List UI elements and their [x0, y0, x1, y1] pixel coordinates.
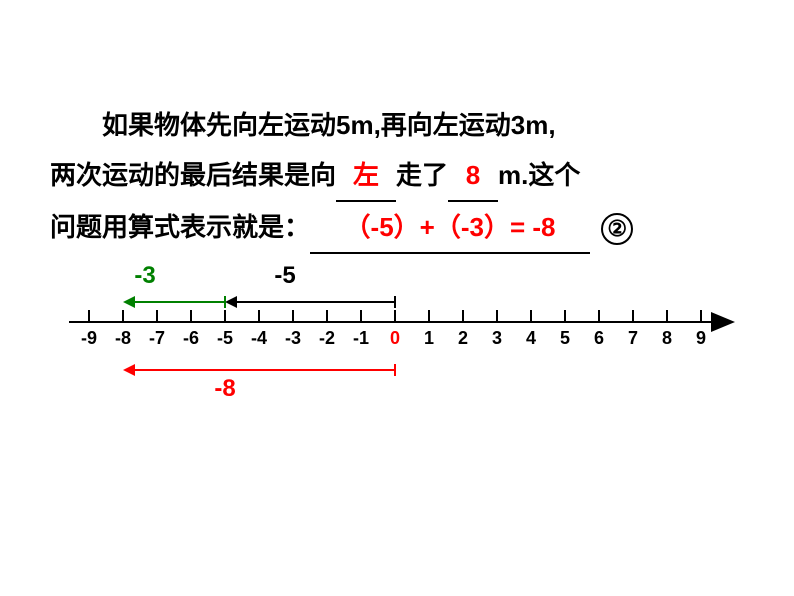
tick-label: 7 [628, 328, 638, 348]
text-line-3: 问题用算式表示就是： （-5）+（-3）= -8 ② [50, 202, 750, 254]
arrow-label: -3 [134, 262, 155, 289]
tick-label: 1 [424, 328, 434, 348]
blank-direction: 左 [336, 150, 396, 202]
line2-pre: 两次运动的最后结果是向 [50, 160, 336, 190]
text-line-2: 两次运动的最后结果是向左走了 8 m.这个 [50, 150, 750, 202]
tick-label: 0 [390, 328, 400, 348]
number-line-diagram: -5 -3 -8 -9 -8 -7 -6 -5 -4 -3 -2 -1 0 1 2 3 4 5 6 7 8 9 [30, 260, 770, 420]
tick-label: 4 [526, 328, 536, 348]
blank-equation: （-5）+（-3）= -8 [310, 202, 590, 254]
problem-text: 如果物体先向左运动5m,再向左运动3m, 两次运动的最后结果是向左走了 8 m.这个… [50, 100, 750, 254]
arrow-label: -5 [274, 262, 295, 289]
blank-distance: 8 [448, 150, 498, 202]
answer-equation: （-5）+（-3）= -8 [345, 212, 556, 242]
tick-label: -4 [251, 328, 267, 348]
tick-label: -3 [285, 328, 301, 348]
text-line-1: 如果物体先向左运动5m,再向左运动3m, [50, 100, 750, 150]
tick-label: -9 [81, 328, 97, 348]
line2-post: m.这个 [498, 160, 580, 190]
tick-label: 8 [662, 328, 672, 348]
tick-label: 5 [560, 328, 570, 348]
tick-label: -8 [115, 328, 131, 348]
arrow-label: -8 [214, 375, 235, 402]
tick-label: 2 [458, 328, 468, 348]
tick-label: -6 [183, 328, 199, 348]
tick-label: 6 [594, 328, 604, 348]
tick-label: 3 [492, 328, 502, 348]
answer-direction: 左 [353, 160, 379, 190]
tick-label: -1 [353, 328, 369, 348]
line2-mid: 走了 [396, 160, 448, 190]
tick-label: -2 [319, 328, 335, 348]
tick-label: -7 [149, 328, 165, 348]
tick-label: 9 [696, 328, 706, 348]
number-line-svg: -5 -3 -8 -9 -8 -7 -6 -5 -4 -3 -2 -1 0 1 2 3 4 5 6 7 8 9 [30, 260, 770, 420]
tick-label: -5 [217, 328, 233, 348]
answer-distance: 8 [466, 160, 480, 190]
line3-pre: 问题用算式表示就是： [50, 212, 310, 242]
circled-number: ② [601, 213, 633, 245]
